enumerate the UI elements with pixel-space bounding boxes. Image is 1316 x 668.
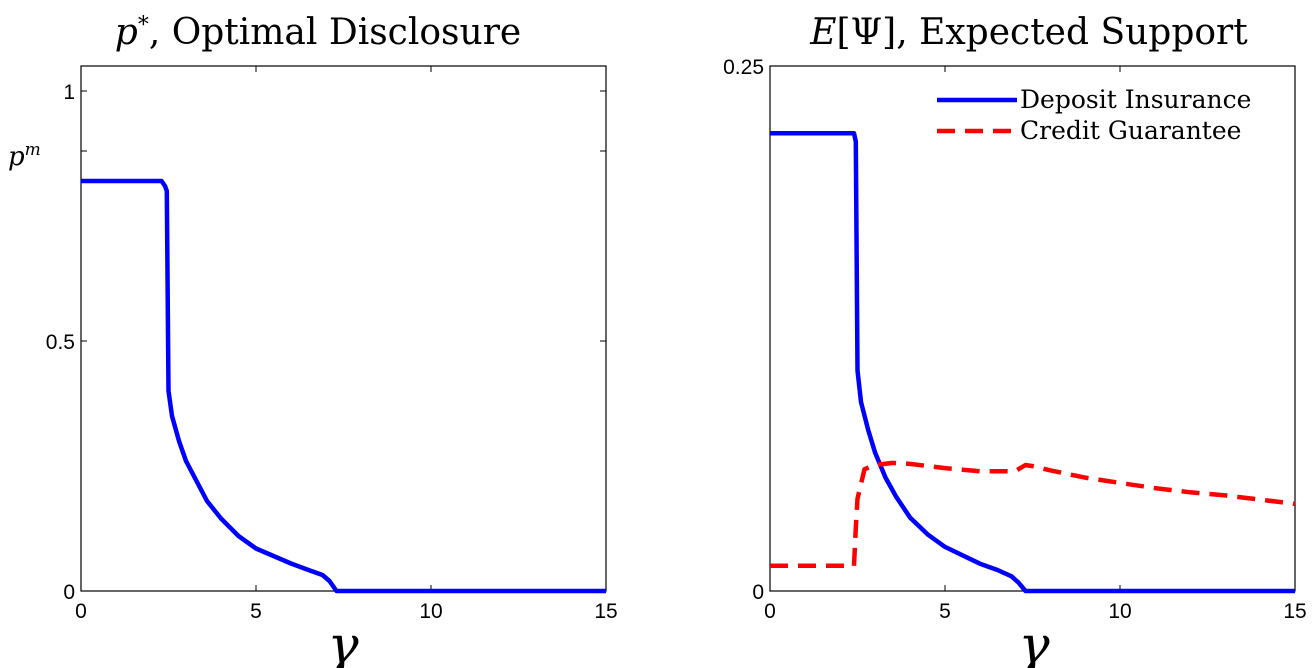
x-tick-label: 0 [75,600,87,623]
y-tick-label: 0.25 [723,56,764,79]
chart-title: E[Ψ], Expected Support [809,12,1248,53]
x-tick-label: 5 [250,600,262,623]
y-tick-label: 0 [63,581,75,604]
series-line-credit-guarantee [770,460,1296,569]
y-tick-label: 1 [63,81,75,104]
title-variable: E [809,12,836,53]
y-axis-label: pm [8,140,41,172]
title-variable: p [115,12,138,53]
y-label-base: p [8,142,25,172]
chart-panel-expected-support: E[Ψ], Expected Support γ 0 5 10 15 0 0.25 Depo… [723,12,1307,668]
y-tick-label: 0 [752,581,764,604]
x-tick-label: 0 [764,600,776,623]
title-superscript: * [138,13,149,38]
series-line-optimal-disclosure [81,178,606,594]
x-tick-label: 10 [419,600,442,623]
x-tick-label: 15 [594,600,617,623]
x-tick-label: 5 [939,600,951,623]
y-tick-label: 0.5 [46,331,75,354]
legend-label: Deposit Insurance [1020,85,1251,114]
chart-title: p*, Optimal Disclosure [115,12,521,53]
legend-label: Credit Guarantee [1020,116,1241,145]
plot-area-frame [80,65,607,592]
y-label-superscript: m [25,140,41,160]
x-axis-label: γ [1018,616,1050,668]
x-axis-label: γ [327,616,359,668]
series-line-deposit-insurance [770,130,1295,594]
title-text: [Ψ], Expected Support [837,12,1249,53]
x-tick-label: 10 [1108,600,1131,623]
x-tick-label: 15 [1283,600,1306,623]
title-text: , Optimal Disclosure [149,12,521,53]
